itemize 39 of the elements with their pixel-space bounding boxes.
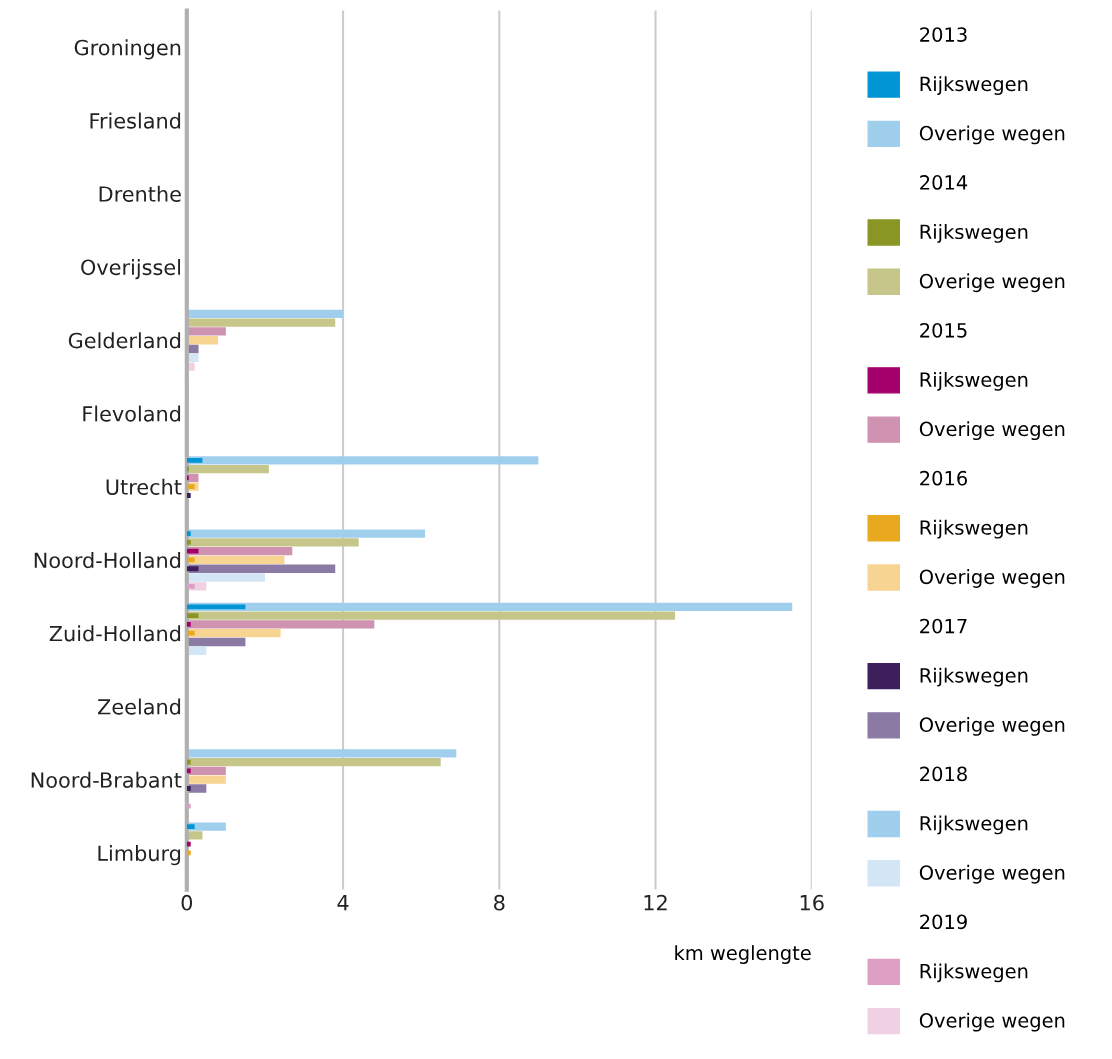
- text: 2015: [920, 322, 967, 338]
- legend-label: Overige wegen: [919, 421, 1065, 441]
- text: 2019: [920, 914, 967, 930]
- legend-label: Overige wegen: [919, 864, 1065, 884]
- y-tick-label: Flevoland: [83, 405, 181, 422]
- y-tick-label: Friesland: [90, 112, 181, 129]
- y-tick-label: Zeeland: [98, 698, 181, 715]
- x-tick-label: 4: [337, 895, 349, 911]
- legend-label: Overige wegen: [919, 569, 1065, 588]
- legend-label: Rijkswegen: [920, 224, 1028, 243]
- legend-label: Overige wegen: [919, 125, 1065, 145]
- legend-label: Overige wegen: [919, 273, 1065, 293]
- text: 2017: [920, 618, 967, 634]
- x-axis-title: km weglengte: [675, 945, 811, 964]
- x-tick-label: 16: [800, 894, 824, 911]
- legend-label: Rijkswegen: [920, 963, 1028, 983]
- y-tick-label: Zuid-Holland: [49, 625, 181, 642]
- text: 2014: [920, 175, 968, 190]
- legend-label: Overige wegen: [919, 1012, 1065, 1032]
- text: 2018: [920, 766, 967, 782]
- y-tick-label: Noord-Brabant: [31, 771, 182, 788]
- legend-label: Overige wegen: [919, 716, 1065, 736]
- y-tick-label: Gelderland: [68, 332, 181, 349]
- y-tick-label: Limburg: [98, 845, 181, 866]
- legend-label: Rijkswegen: [920, 815, 1028, 835]
- y-tick-label: Drenthe: [99, 185, 181, 202]
- y-tick-label: Utrecht: [106, 478, 182, 495]
- legend-label: Rijkswegen: [920, 76, 1028, 95]
- legend-label: Rijkswegen: [920, 371, 1028, 391]
- text: 2016: [920, 470, 967, 486]
- x-tick-label: 0: [181, 894, 193, 911]
- y-tick-label: Noord-Holland: [34, 552, 181, 569]
- text: 2013: [920, 27, 967, 42]
- y-tick-label: Overijssel: [81, 259, 180, 280]
- x-tick-label: 8: [494, 894, 505, 911]
- legend-label: Rijkswegen: [920, 519, 1028, 539]
- legend-label: Rijkswegen: [920, 667, 1028, 687]
- y-tick-label: Groningen: [74, 39, 181, 60]
- x-tick-label: 12: [644, 894, 667, 911]
